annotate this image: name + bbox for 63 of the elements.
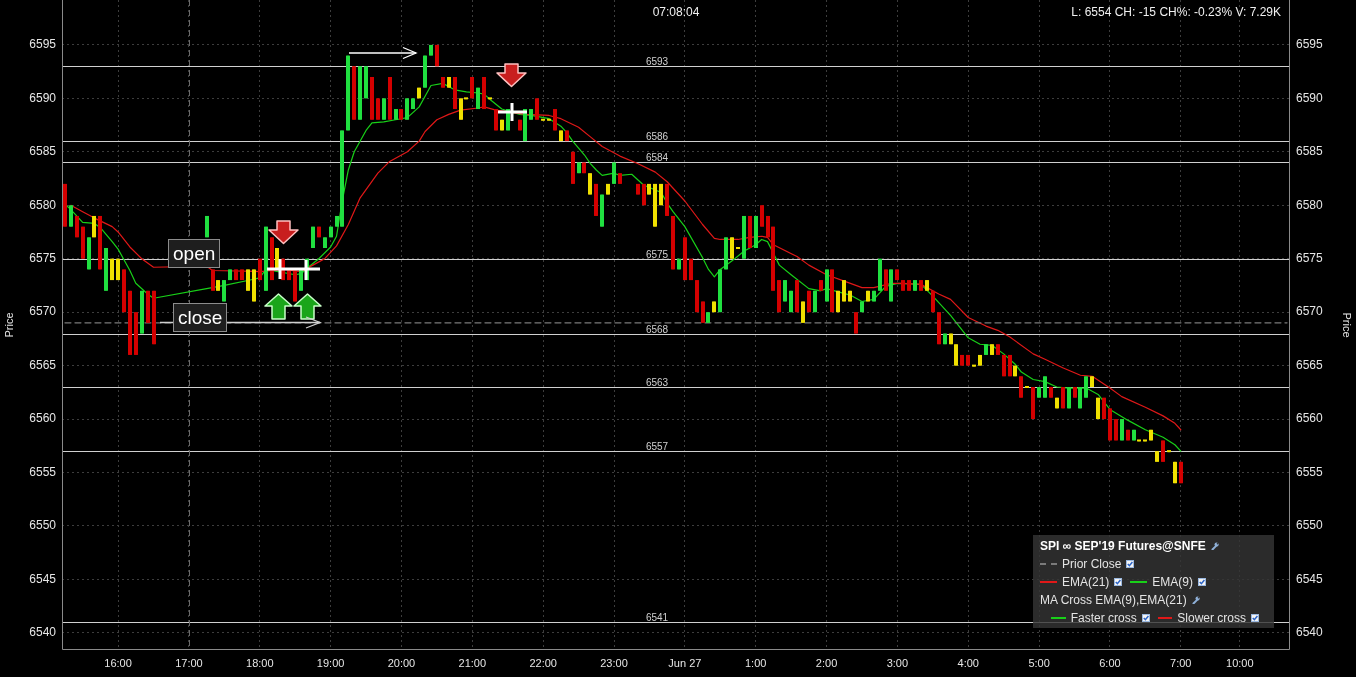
ref-line-label: 6584 <box>645 151 669 163</box>
x-tick-label: 5:00 <box>1028 656 1050 669</box>
y2-axis-title: Price <box>1341 312 1354 338</box>
ref-line-label: 6568 <box>645 323 669 335</box>
x-tick-label: 16:00 <box>104 656 132 669</box>
y2-tick-label: 6580 <box>1296 197 1324 212</box>
y-tick-label: 6545 <box>29 571 57 586</box>
x-tick-label: 2:00 <box>815 656 838 669</box>
text: 07:08:04 <box>652 5 700 19</box>
y2-tick-label: 6585 <box>1296 144 1324 159</box>
y2-tick-label: 6595 <box>1296 37 1324 52</box>
annotation: Faster cross <box>1070 611 1137 625</box>
y-tick-label: 6540 <box>29 625 57 640</box>
x-tick-label: 21:00 <box>458 656 487 669</box>
annotation: L: 6554 CH: -15 CH%: -0.23% V: 7.29K <box>1071 5 1281 19</box>
y-tick-label: 6595 <box>29 37 57 52</box>
annotation: close <box>173 303 228 332</box>
x-tick-label: 6:00 <box>1099 656 1121 669</box>
ref-line-label: 6586 <box>645 130 669 142</box>
x-tick-label: 18:00 <box>246 656 274 669</box>
ref-line-label: 6575 <box>645 248 669 260</box>
ref-line-label: 6557 <box>645 440 669 452</box>
y-tick-label: 6560 <box>29 411 57 426</box>
x-tick-label: 4:00 <box>957 656 979 669</box>
y-tick-label: 6550 <box>29 518 57 533</box>
legend-label: EMA(21) <box>1062 575 1110 589</box>
y2-tick-label: 6555 <box>1296 464 1324 479</box>
legend-title: SPI ∞ SEP'19 Futures@SNFE <box>1040 539 1206 553</box>
ref-line-label: 6593 <box>645 55 669 67</box>
y-tick-label: 6580 <box>29 197 57 212</box>
x-tick-label: 20:00 <box>387 656 416 669</box>
x-tick-label: 1:00 <box>744 656 767 669</box>
point <box>305 316 321 329</box>
y-tick-label: 6590 <box>29 90 57 105</box>
y-tick-label: 6565 <box>29 357 57 372</box>
y-tick-label: 6585 <box>29 144 57 159</box>
y-tick-label: 6555 <box>29 464 57 479</box>
legend-label: EMA(9) <box>1152 575 1194 589</box>
y2-tick-label: 6550 <box>1296 518 1324 533</box>
y2-tick-label: 6570 <box>1296 304 1324 319</box>
y2-tick-label: 6565 <box>1296 357 1324 372</box>
y-tick-label: 6570 <box>29 304 57 319</box>
y2-tick-label: 6545 <box>1296 571 1324 586</box>
y2-tick-label: 6540 <box>1296 625 1324 640</box>
x-tick-label: 19:00 <box>316 656 345 669</box>
ref-line-label: 6563 <box>645 376 669 388</box>
annotation: MA Cross EMA(9),EMA(21) <box>1040 593 1187 607</box>
x-tick-label: 23:00 <box>600 656 628 669</box>
x-tick-label: 22:00 <box>529 656 557 669</box>
x-tick-label: Jun 27 <box>668 656 702 669</box>
y-tick-label: 6575 <box>29 251 57 266</box>
ref-line-label: 6541 <box>645 611 669 623</box>
y-axis-title: Price <box>2 312 15 338</box>
y2-tick-label: 6560 <box>1296 411 1324 426</box>
x-tick-label: 7:00 <box>1170 656 1192 669</box>
annotation: Slower cross <box>1177 611 1246 625</box>
y2-tick-label: 6575 <box>1296 251 1324 266</box>
y2-tick-label: 6590 <box>1296 90 1324 105</box>
x-tick-label: 3:00 <box>886 656 909 669</box>
x-tick-label: 17:00 <box>175 656 203 669</box>
annotation: open <box>168 239 221 268</box>
x-tick-label: 10:00 <box>1226 656 1254 669</box>
legend-label: Prior Close <box>1062 557 1122 571</box>
